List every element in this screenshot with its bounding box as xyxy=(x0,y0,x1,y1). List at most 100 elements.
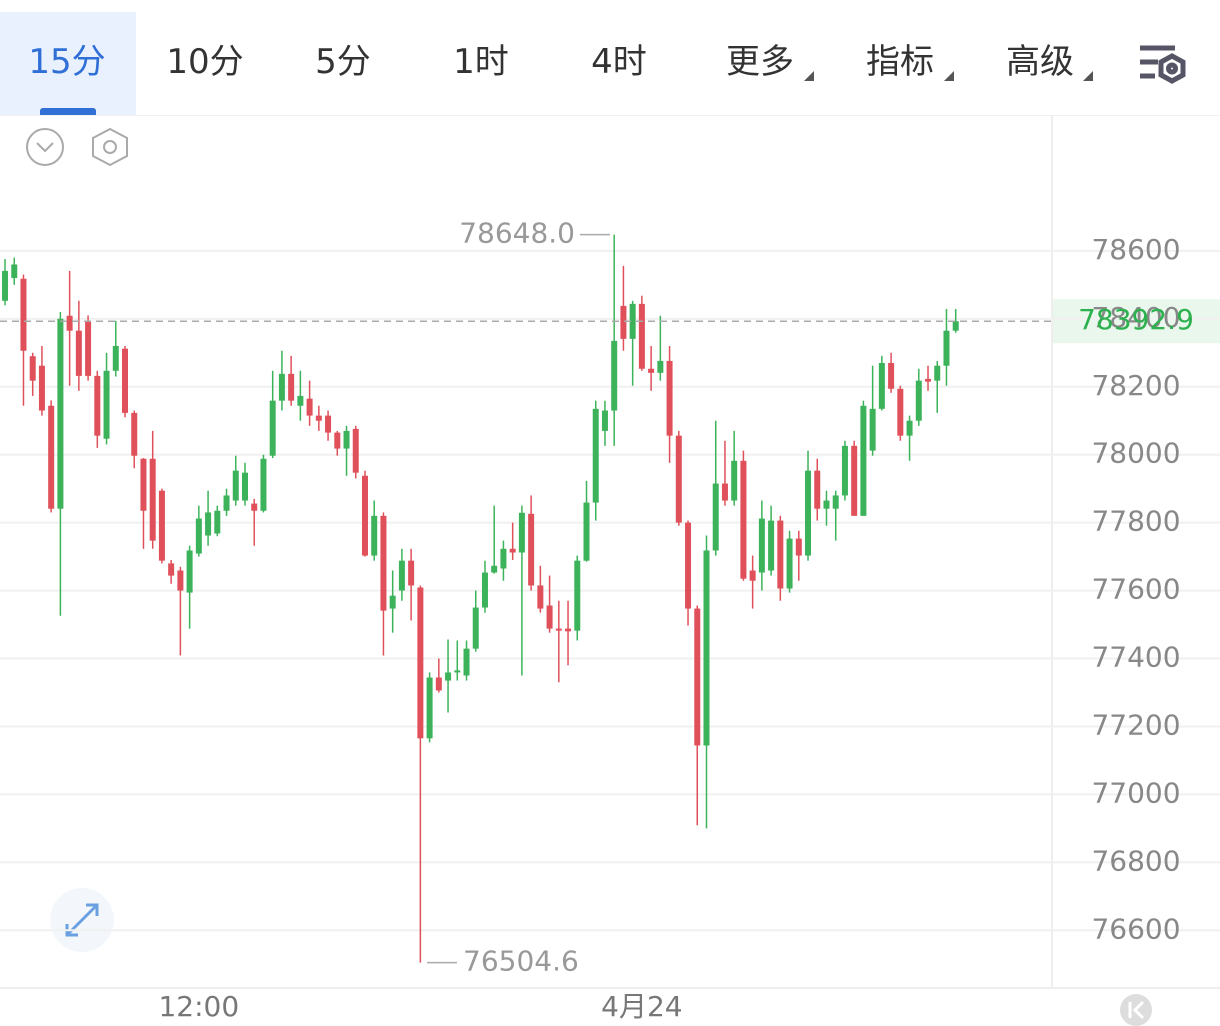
candle-body xyxy=(740,460,747,579)
candle-body xyxy=(768,520,775,571)
candle-body xyxy=(205,512,212,536)
candle-body xyxy=(814,470,821,509)
candle-body xyxy=(408,560,415,586)
candle-body xyxy=(66,315,73,331)
candle-body xyxy=(731,460,738,501)
candle-body xyxy=(112,345,119,371)
indicator-icon[interactable] xyxy=(92,127,128,167)
candle-body xyxy=(943,330,950,366)
candle-body xyxy=(878,362,885,409)
timeframe-tab[interactable]: 5分 xyxy=(315,42,371,82)
candle-body xyxy=(297,395,304,406)
candle-body xyxy=(131,412,138,456)
timeframe-tab[interactable]: 指标 xyxy=(866,42,934,82)
candle-body xyxy=(537,585,544,609)
candle-body xyxy=(260,458,267,511)
candle-body xyxy=(435,677,442,691)
y-tick-label: 77400 xyxy=(1091,641,1180,674)
candle-body xyxy=(934,365,941,381)
candle-body xyxy=(491,565,498,573)
candle-body xyxy=(528,513,535,586)
candle-body xyxy=(380,515,387,611)
candle-body xyxy=(666,360,673,436)
candle-body xyxy=(325,415,332,433)
candle-body xyxy=(140,458,147,511)
candle-body xyxy=(869,408,876,451)
y-tick-label: 78200 xyxy=(1091,369,1180,402)
candle-body xyxy=(269,400,276,456)
candle-body xyxy=(158,490,165,561)
timeframe-tab[interactable]: 15分 xyxy=(0,12,136,115)
candle-body xyxy=(518,512,525,553)
candle-body xyxy=(952,321,959,331)
candle-body xyxy=(611,340,618,411)
timeframe-tab[interactable]: 4时 xyxy=(591,42,647,82)
chart: 76600 76800 77000 77200 77400 77600 77800 78000… xyxy=(0,115,1220,1026)
candle-body xyxy=(232,470,239,501)
candle-body xyxy=(288,373,295,401)
candle-body xyxy=(832,495,839,509)
candle-body xyxy=(122,348,129,413)
candle-body xyxy=(398,560,405,591)
candle-body xyxy=(454,670,461,673)
candle-body xyxy=(334,432,341,449)
candle-body xyxy=(20,278,27,351)
candle-body xyxy=(343,430,350,449)
candle-body xyxy=(685,522,692,609)
max-marker-label: 78648.0 xyxy=(459,217,575,250)
y-tick-label: 76800 xyxy=(1091,844,1180,877)
x-tick-label: 4月24 xyxy=(601,990,682,1023)
candle-body xyxy=(786,538,793,589)
candle-body xyxy=(186,550,193,593)
min-marker-label: 76504.6 xyxy=(463,945,579,978)
candle-body xyxy=(463,648,470,676)
candle-body xyxy=(721,483,728,501)
fullscreen-icon[interactable] xyxy=(50,888,114,952)
candle-body xyxy=(509,548,516,553)
candle-body xyxy=(371,515,378,556)
candle-body xyxy=(925,378,932,382)
y-tick-label: 78400 xyxy=(1091,301,1180,334)
candle-body xyxy=(85,320,92,376)
candle-body xyxy=(389,595,396,609)
candle-body xyxy=(777,520,784,589)
candle-body xyxy=(103,370,110,439)
candle-body xyxy=(57,318,64,509)
timeframe-tab[interactable]: 高级 xyxy=(1006,42,1074,82)
candle-body xyxy=(278,373,285,401)
candle-body xyxy=(805,470,812,556)
timeframe-tab[interactable]: 1时 xyxy=(453,42,509,82)
candle-body xyxy=(241,472,248,501)
active-underline xyxy=(40,108,96,115)
y-tick-label: 78600 xyxy=(1091,233,1180,266)
price-label-box xyxy=(1052,299,1220,344)
candle-body xyxy=(306,398,313,416)
candle-body xyxy=(2,270,9,301)
timeframe-tab[interactable]: 10分 xyxy=(166,42,244,82)
candle-body xyxy=(38,365,45,411)
candle-body xyxy=(620,305,627,339)
candle-body xyxy=(897,388,904,436)
candle-body xyxy=(445,672,452,681)
candle-body xyxy=(546,605,553,629)
candle-body xyxy=(214,510,221,534)
candle-body xyxy=(703,550,710,746)
candle-body xyxy=(860,405,867,516)
candle-body xyxy=(481,572,488,608)
candle-body xyxy=(11,264,18,279)
candle-body xyxy=(48,405,55,509)
candle-body xyxy=(168,563,175,576)
candle-body xyxy=(417,587,424,739)
candle-body xyxy=(592,408,599,503)
collapse-icon[interactable] xyxy=(26,128,64,166)
candle-body xyxy=(823,500,830,509)
candle-body xyxy=(841,445,848,496)
candle-body xyxy=(694,608,701,746)
back-icon[interactable] xyxy=(1120,994,1152,1026)
candle-body xyxy=(29,356,36,381)
candle-body xyxy=(906,420,913,436)
timeframe-tab[interactable]: 更多 xyxy=(726,42,794,82)
candle-body xyxy=(712,483,719,551)
last-price-label: 78392.9 xyxy=(1078,303,1194,336)
x-tick-label: 12:00 xyxy=(158,990,239,1023)
